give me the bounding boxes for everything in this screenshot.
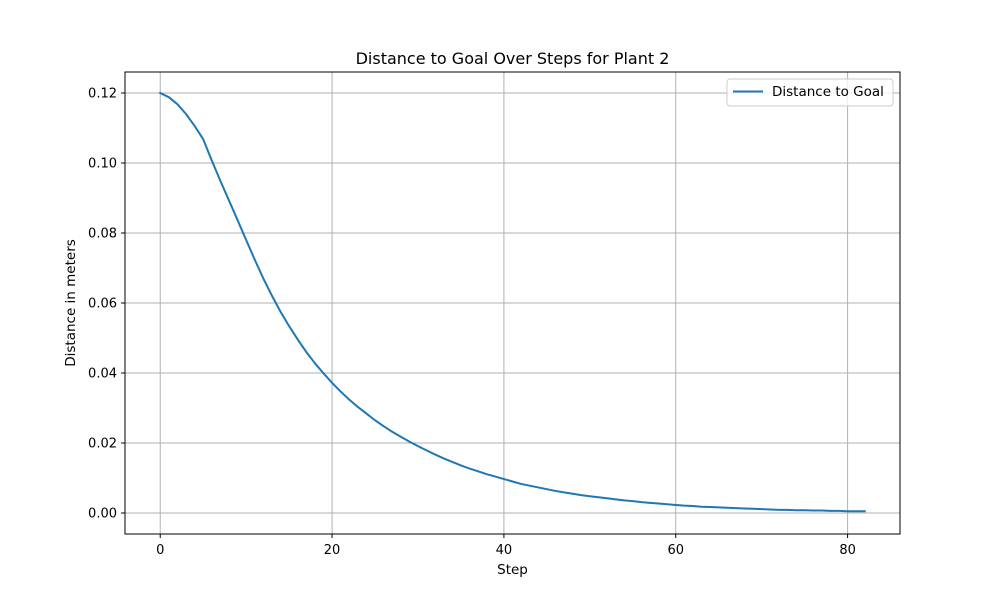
legend: Distance to Goal [726, 78, 894, 107]
x-axis-ticks: 0 20 40 60 80 [156, 534, 856, 558]
x-tick-label: 40 [496, 543, 513, 558]
x-tick-label: 80 [839, 543, 856, 558]
y-tick-label: 0.04 [88, 367, 117, 382]
x-tick-label: 60 [667, 543, 684, 558]
series-layer [158, 91, 866, 513]
x-tick-label: 0 [156, 543, 164, 558]
y-tick-label: 0.08 [88, 227, 117, 242]
grid-lines [125, 72, 900, 534]
x-axis-label: Step [497, 562, 528, 578]
y-tick-label: 0.10 [88, 157, 117, 172]
legend-box [726, 78, 894, 107]
y-tick-label: 0.00 [88, 507, 117, 522]
y-tick-label: 0.12 [88, 87, 117, 102]
x-tick-label: 20 [324, 543, 341, 558]
y-axis-label: Distance in meters [63, 239, 79, 367]
chart-title: Distance to Goal Over Steps for Plant 2 [356, 49, 670, 68]
y-tick-label: 0.06 [88, 297, 117, 312]
y-tick-label: 0.02 [88, 437, 117, 452]
series-line-distance-to-goal [158, 91, 866, 513]
legend-label: Distance to Goal [772, 84, 884, 100]
y-axis-ticks: 0.00 0.02 0.04 0.06 0.08 0.10 0.12 [88, 87, 125, 522]
